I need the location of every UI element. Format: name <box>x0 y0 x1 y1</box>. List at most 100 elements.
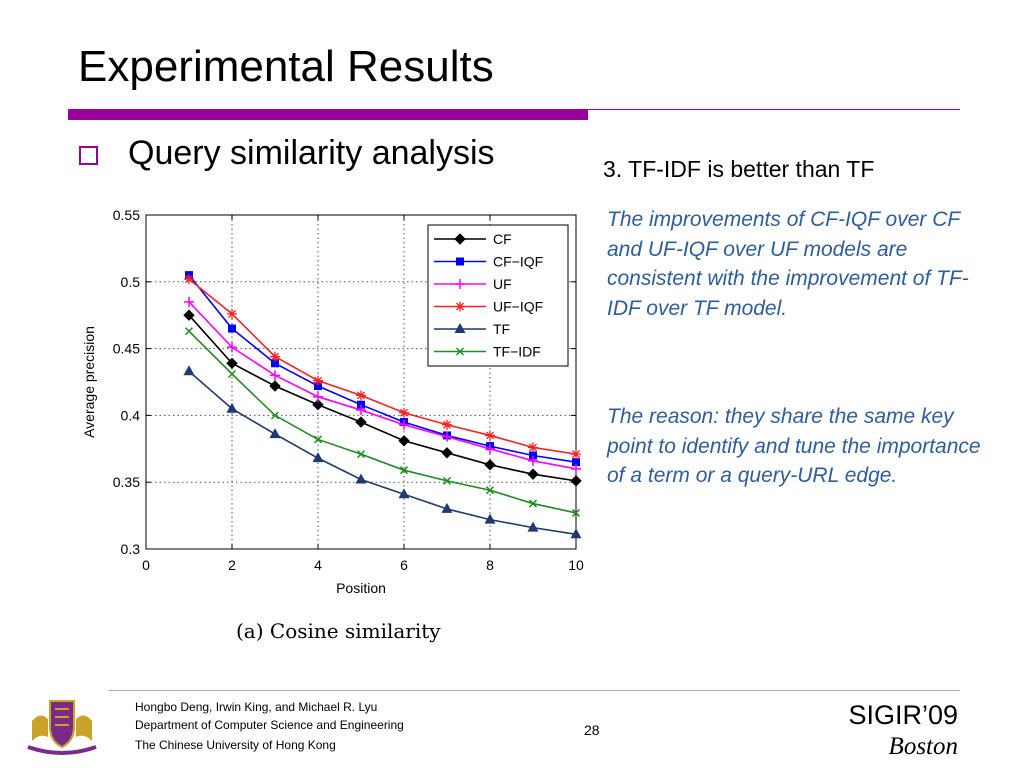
axes-layer: 0 2 4 6 8 10 0.3 0.35 0.4 0.45 0.5 0.55 Position Aver… <box>81 207 584 596</box>
data-point <box>571 463 581 474</box>
data-point <box>270 351 280 362</box>
data-point <box>527 468 539 480</box>
data-point <box>355 473 367 484</box>
footer-authors: Hongbo Deng, Irwin King, and Michael R. … <box>135 700 378 714</box>
data-point <box>572 458 580 467</box>
data-point <box>356 390 366 401</box>
footer-department: Department of Computer Science and Engin… <box>135 718 404 732</box>
data-point <box>184 296 194 307</box>
legend-label: TF−IDF <box>493 344 541 360</box>
x-tick-label: 0 <box>142 557 150 573</box>
series-line <box>188 274 577 463</box>
footer-divider <box>108 690 960 691</box>
page-number: 28 <box>584 722 600 738</box>
bullet-text: Query similarity analysis <box>128 134 495 172</box>
point-heading: 3. TF-IDF is better than TF <box>603 156 875 182</box>
data-point <box>184 327 194 336</box>
y-tick-label: 0.5 <box>121 274 141 290</box>
footer-university: The Chinese University of Hong Kong <box>135 738 336 752</box>
square-bullet-icon <box>79 146 98 165</box>
data-point <box>442 419 452 430</box>
data-point <box>313 391 323 402</box>
y-tick-label: 0.4 <box>121 407 141 423</box>
series-tf <box>183 365 582 539</box>
x-tick-label: 2 <box>228 557 236 573</box>
data-point <box>528 455 538 466</box>
data-point <box>269 380 281 392</box>
data-point <box>485 486 495 495</box>
conference-name: SIGIR’09 <box>848 700 958 730</box>
data-point <box>356 450 366 459</box>
series-cf <box>183 309 582 487</box>
data-point <box>227 342 237 353</box>
data-point <box>227 308 237 319</box>
slide-title: Experimental Results <box>78 42 494 91</box>
data-point <box>269 428 281 439</box>
data-point <box>226 357 238 370</box>
data-point <box>529 451 537 460</box>
data-point <box>357 400 365 409</box>
y-tick-label: 0.3 <box>121 541 141 557</box>
legend: CF CF−IQF UF UF−IQF TF TF−IDF <box>427 224 569 367</box>
data-point <box>399 419 409 430</box>
data-point <box>228 324 236 333</box>
title-underline-bar <box>68 109 588 120</box>
explanation-paragraph: The improvements of CF-IQF over CF and U… <box>607 208 969 320</box>
x-tick-label: 6 <box>400 557 408 573</box>
data-point <box>399 407 409 418</box>
y-axis-label: Average precision <box>81 326 97 438</box>
data-point <box>227 369 237 379</box>
x-tick-label: 4 <box>314 557 322 573</box>
series-uf <box>184 296 581 474</box>
legend-marker <box>455 279 465 289</box>
legend-label: UF−IQF <box>493 299 543 315</box>
data-point <box>399 466 409 475</box>
legend-label: CF−IQF <box>493 254 543 270</box>
title-underline-thin <box>588 109 960 110</box>
data-point <box>312 452 324 463</box>
data-point <box>271 359 279 368</box>
y-tick-label: 0.45 <box>113 341 140 357</box>
series-line <box>188 370 577 536</box>
legend-label: CF <box>493 231 512 247</box>
data-point <box>485 443 495 454</box>
data-point <box>313 435 323 444</box>
data-point <box>527 521 539 532</box>
data-point <box>183 365 195 376</box>
data-point <box>312 399 324 411</box>
series-line <box>188 278 577 455</box>
university-crest-icon <box>27 700 97 755</box>
data-point <box>442 431 452 442</box>
series-ufiqf <box>184 274 581 460</box>
reason-paragraph: The reason: they share the same key poin… <box>607 405 981 487</box>
data-point <box>571 449 581 460</box>
x-tick-label: 10 <box>568 557 584 573</box>
legend-marker <box>455 347 465 356</box>
legend-marker <box>456 257 464 266</box>
data-point <box>398 488 410 499</box>
data-point <box>441 502 453 513</box>
data-point <box>314 382 322 391</box>
data-point <box>528 442 538 453</box>
series-line <box>188 330 577 514</box>
legend-marker <box>455 301 465 312</box>
data-point <box>270 411 280 420</box>
data-point <box>484 459 496 471</box>
chart-caption: (a) Cosine similarity <box>236 619 441 643</box>
data-point <box>570 528 582 539</box>
legend-marker <box>454 323 466 333</box>
data-point <box>398 435 410 447</box>
data-point <box>442 476 452 485</box>
data-point <box>571 508 581 517</box>
series-tfidf <box>184 327 581 517</box>
legend-box <box>427 224 569 367</box>
data-point <box>570 475 582 487</box>
x-tick-label: 8 <box>486 557 494 573</box>
data-point <box>484 513 496 524</box>
data-point <box>441 447 453 459</box>
y-tick-label: 0.35 <box>113 474 140 490</box>
series-layer <box>183 271 582 539</box>
x-axis-label: Position <box>336 580 386 596</box>
y-tick-label: 0.55 <box>113 207 140 223</box>
data-point <box>313 375 323 386</box>
